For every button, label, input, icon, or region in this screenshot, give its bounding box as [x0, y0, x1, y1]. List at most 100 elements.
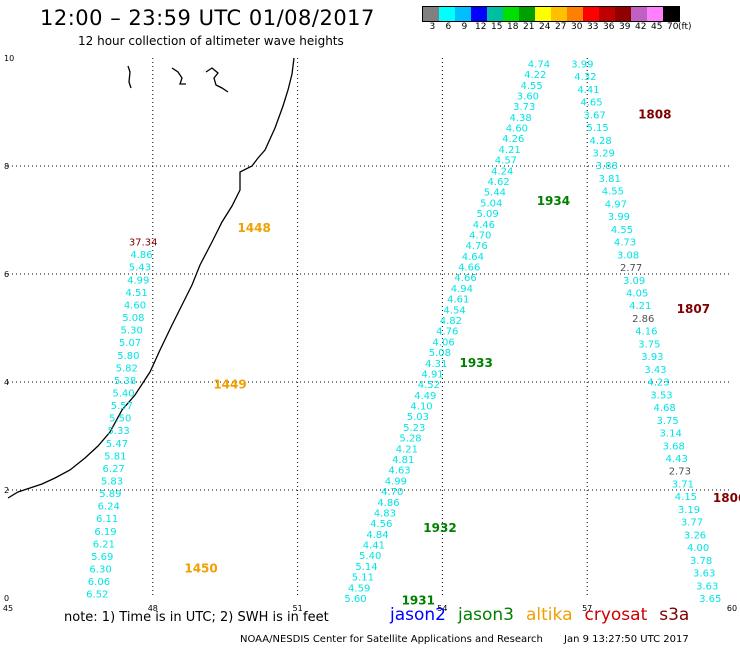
pass-time-label: 1808 — [638, 108, 671, 122]
legend-swatch — [663, 7, 679, 21]
wave-height-value: 4.38 — [509, 113, 531, 124]
map-subtitle: 12 hour collection of altimeter wave hei… — [78, 34, 344, 48]
wave-height-value: 3.29 — [593, 149, 615, 160]
mission-jason2: jason2 — [390, 605, 446, 625]
lon-tick-label: 51 — [293, 604, 303, 613]
wave-height-value: 4.24 — [491, 166, 513, 177]
wave-height-value: 4.59 — [348, 583, 370, 594]
legend-swatch — [615, 7, 631, 21]
wave-height-value: 5.69 — [91, 552, 113, 563]
axis-labels: 45 48 51 54 57 60 0 2 4 6 8 10 — [3, 54, 737, 613]
legend-swatch — [439, 7, 455, 21]
wave-height-value: 4.41 — [577, 85, 599, 96]
credit-timestamp: Jan 9 13:27:50 UTC 2017 — [564, 634, 689, 645]
wave-height-value: 4.21 — [629, 301, 651, 312]
map-title: 12:00 – 23:59 UTC 01/08/2017 — [40, 6, 375, 30]
pass-time-label: 1450 — [184, 561, 217, 575]
wave-height-value: 4.00 — [687, 543, 709, 554]
wave-height-value: 3.09 — [623, 276, 645, 287]
lon-tick-label: 48 — [148, 604, 158, 613]
legend-label: 39 — [619, 22, 631, 32]
wave-height-value: 3.43 — [644, 365, 666, 376]
mission-jason3: jason3 — [458, 605, 514, 625]
legend-label: 42 — [635, 22, 647, 32]
credit-org: NOAA/NESDIS Center for Satellite Applica… — [240, 634, 543, 645]
wave-height-value: 4.76 — [436, 327, 458, 338]
wave-height-value: 6.06 — [88, 577, 110, 588]
wave-height-value: 4.49 — [414, 391, 436, 402]
graticule — [8, 58, 732, 598]
wave-height-value: 5.38 — [114, 376, 136, 387]
wave-height-value: 4.60 — [506, 124, 528, 135]
wave-height-value: 4.62 — [487, 177, 509, 188]
pass-time-label: 1807 — [677, 302, 710, 316]
wave-height-value: 4.32 — [574, 72, 596, 83]
lat-tick-label: 0 — [4, 594, 9, 603]
track-altika-1448-1450: 37.344.86 5.434.99 4.514.60 5.08 5.305.07 5.8… — [86, 238, 157, 601]
wave-height-value: 3.75 — [638, 339, 660, 350]
wave-height-value: 3.93 — [641, 352, 663, 363]
wave-height-value: 4.99 — [385, 476, 407, 487]
wave-height-value: 5.14 — [355, 562, 377, 573]
lon-tick-label: 54 — [437, 604, 447, 613]
legend-swatch — [647, 7, 663, 21]
wave-height-value: 4.86 — [130, 250, 152, 261]
wave-height-value: 5.50 — [109, 414, 131, 425]
wave-height-value: 5.80 — [117, 351, 139, 362]
legend-label: 9 — [461, 22, 468, 32]
mission-legend: jason2 jason3 altika cryosat s3a — [390, 605, 701, 625]
wave-height-value: 4.21 — [396, 444, 418, 455]
wave-height-value: 4.52 — [418, 380, 440, 391]
wave-height-value: 3.65 — [699, 594, 721, 605]
mission-cryosat: cryosat — [584, 605, 648, 625]
wave-height-value: 4.41 — [363, 541, 385, 552]
footer-credit: NOAA/NESDIS Center for Satellite Applica… — [240, 634, 689, 645]
wave-height-value: 6.11 — [96, 514, 118, 525]
wave-height-value: 4.05 — [626, 289, 648, 300]
wave-height-value: 4.56 — [370, 519, 392, 530]
wave-height-value: 4.15 — [675, 492, 697, 503]
legend-label: 33 — [587, 22, 599, 32]
wave-height-value: 4.63 — [388, 466, 410, 477]
wave-height-value: 5.11 — [352, 573, 374, 584]
wave-height-value: 5.40 — [112, 388, 134, 399]
legend-swatch — [599, 7, 615, 21]
wave-height-value: 5.04 — [480, 198, 502, 209]
lon-tick-label: 60 — [727, 604, 737, 613]
color-scale-legend — [422, 6, 680, 22]
wave-height-value: 3.99 — [571, 59, 593, 70]
mission-s3a: s3a — [659, 605, 690, 625]
pass-time-label: 1449 — [213, 378, 246, 392]
legend-label: 21 — [523, 22, 535, 32]
legend-label: 45 — [651, 22, 663, 32]
wave-height-value: 4.82 — [440, 316, 462, 327]
lat-tick-label: 4 — [4, 378, 9, 387]
wave-height-value: 4.76 — [465, 241, 487, 252]
legend-swatch — [535, 7, 551, 21]
wave-height-value: 3.75 — [657, 416, 679, 427]
wave-height-value: 5.07 — [119, 338, 141, 349]
island-mid — [171, 67, 186, 85]
legend-label: 70 — [667, 22, 679, 32]
wave-height-value: 5.60 — [344, 594, 366, 605]
wave-height-value: 4.73 — [614, 238, 636, 249]
legend-label: (ft) — [678, 22, 692, 32]
wave-height-value: 4.64 — [462, 252, 484, 263]
wave-height-value: 4.66 — [454, 273, 476, 284]
legend-label: 3 — [429, 22, 436, 32]
legend-swatch — [471, 7, 487, 21]
africa-coastline — [7, 57, 295, 499]
legend-swatch — [631, 7, 647, 21]
wave-height-value: 3.26 — [684, 530, 706, 541]
wave-height-value: 3.78 — [690, 556, 712, 567]
wave-height-value: 4.70 — [469, 230, 491, 241]
wave-height-value: 4.26 — [502, 134, 524, 145]
wave-height-value: 4.81 — [392, 455, 414, 466]
wave-height-value: 5.33 — [107, 426, 129, 437]
lat-tick-label: 8 — [4, 162, 9, 171]
legend-swatch — [503, 7, 519, 21]
wave-height-value: 4.28 — [590, 136, 612, 147]
wave-height-value: 4.51 — [125, 288, 147, 299]
wave-height-value: 3.53 — [650, 390, 672, 401]
